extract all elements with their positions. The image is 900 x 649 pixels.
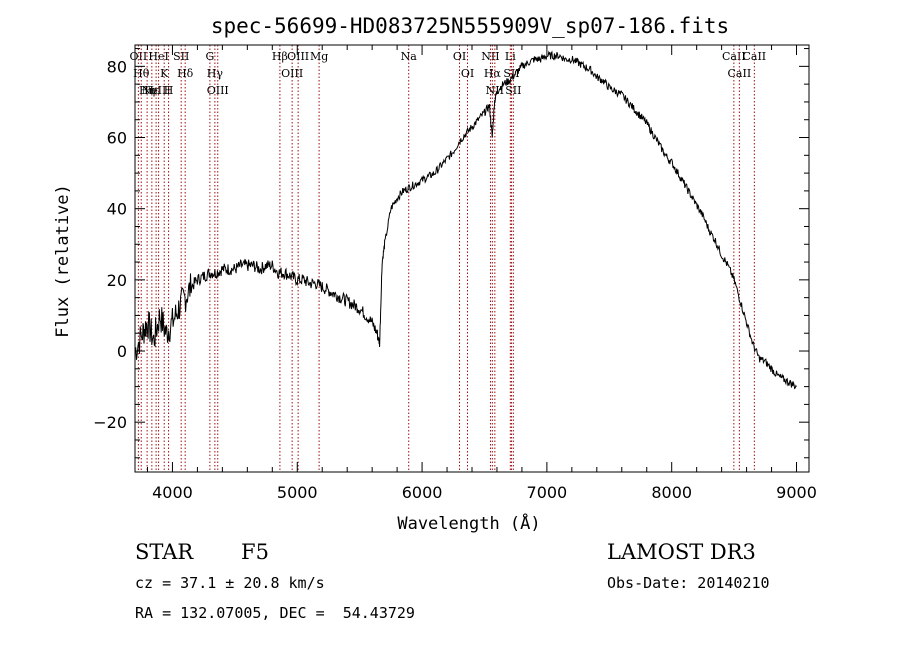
y-tick-label-40: 40 [107,200,127,219]
line-label-15: OIII [287,50,309,63]
line-label-23: Li [505,50,516,63]
y-tick-label-60: 60 [107,129,127,148]
line-label-28: CaII [742,50,766,63]
observation-date: Obs-Date: 20140210 [607,574,770,592]
plot-frame [134,44,810,473]
line-label-19: OI [461,67,474,80]
redshift-velocity: cz = 37.1 ± 20.8 km/s [135,574,325,592]
emission-line-markers: OIIHθHηHεNeIIIHeIKHSIIHδGHγOIIIHβOIIIOII… [130,45,766,472]
y-axis-label: Flux (relative) [53,184,73,338]
line-label-22: NII [486,84,504,97]
line-label-24: SII [503,67,519,80]
line-label-21: Hα [484,67,502,80]
spectrum-series-line [134,50,797,390]
line-label-16: Mg [310,50,328,63]
coordinates: RA = 132.07005, DEC = 54.43729 [135,604,415,622]
x-tick-label-9000: 9000 [776,483,817,502]
plot-area [134,50,797,390]
y-tick-label-80: 80 [107,57,127,76]
line-label-11: Hγ [207,67,224,80]
axis-ticks: 4000 5000 6000 7000 8000 9000 −20 0 20 40 60 80 [93,45,817,502]
line-label-2: Hη [139,84,155,97]
line-label-20: NII [481,50,499,63]
line-label-9: Hδ [177,67,194,80]
object-class: STAR [135,540,194,564]
line-label-14: OIII [281,67,303,80]
survey-name: LAMOST DR3 [607,540,756,564]
line-label-25: SII [505,84,521,97]
line-label-5: HeI [148,50,168,63]
line-label-0: OII [130,50,148,63]
x-tick-label-4000: 4000 [152,483,193,502]
x-tick-label-6000: 6000 [402,483,443,502]
y-tick-label-20: 20 [107,271,127,290]
line-label-13: Hβ [272,50,288,63]
line-label-1: Hθ [133,67,150,80]
object-subclass: F5 [241,540,269,564]
line-label-12: OIII [207,84,229,97]
y-tick-label-0: 0 [117,342,127,361]
line-label-8: SII [173,50,189,63]
x-axis-label: Wavelength (Å) [397,512,540,534]
x-tick-label-7000: 7000 [527,483,568,502]
line-label-4: NeIII [142,84,171,97]
x-tick-label-8000: 8000 [651,483,692,502]
line-label-18: OI [453,50,466,63]
line-label-10: G [205,50,214,63]
x-tick-label-5000: 5000 [277,483,318,502]
chart-title: spec-56699-HD083725N555909V_sp07-186.fit… [211,14,729,38]
y-tick-label--20: −20 [93,413,127,432]
line-label-7: H [164,84,174,97]
line-label-27: CaII [728,67,752,80]
line-label-17: Na [401,50,418,63]
line-label-6: K [160,67,169,80]
